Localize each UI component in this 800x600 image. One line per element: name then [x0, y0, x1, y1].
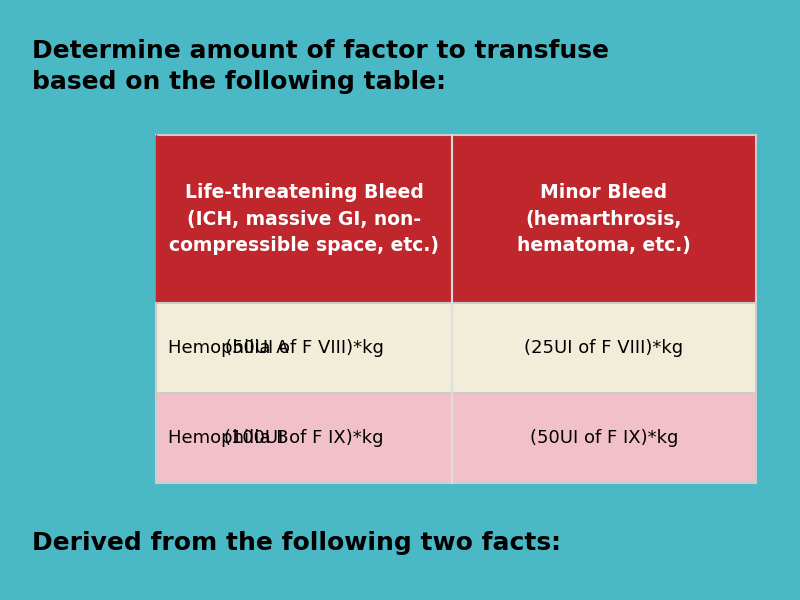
- FancyBboxPatch shape: [452, 135, 756, 303]
- FancyBboxPatch shape: [156, 393, 756, 483]
- Text: Minor Bleed
(hemarthrosis,
hematoma, etc.): Minor Bleed (hemarthrosis, hematoma, etc…: [517, 183, 691, 255]
- Text: Hemophilia A: Hemophilia A: [168, 339, 289, 357]
- Text: (100UI of F IX)*kg: (100UI of F IX)*kg: [224, 429, 384, 447]
- FancyBboxPatch shape: [156, 135, 452, 303]
- Text: Life-threatening Bleed
(ICH, massive GI, non-
compressible space, etc.): Life-threatening Bleed (ICH, massive GI,…: [169, 183, 439, 255]
- Text: Derived from the following two facts:: Derived from the following two facts:: [32, 531, 561, 555]
- Text: Hemophilia B: Hemophilia B: [168, 429, 289, 447]
- Text: (25UI of F VIII)*kg: (25UI of F VIII)*kg: [525, 339, 683, 357]
- Text: Determine amount of factor to transfuse
based on the following table:: Determine amount of factor to transfuse …: [32, 39, 609, 94]
- FancyBboxPatch shape: [156, 303, 756, 393]
- Text: (50UI of F IX)*kg: (50UI of F IX)*kg: [530, 429, 678, 447]
- Text: (50UI of F VIII)*kg: (50UI of F VIII)*kg: [225, 339, 383, 357]
